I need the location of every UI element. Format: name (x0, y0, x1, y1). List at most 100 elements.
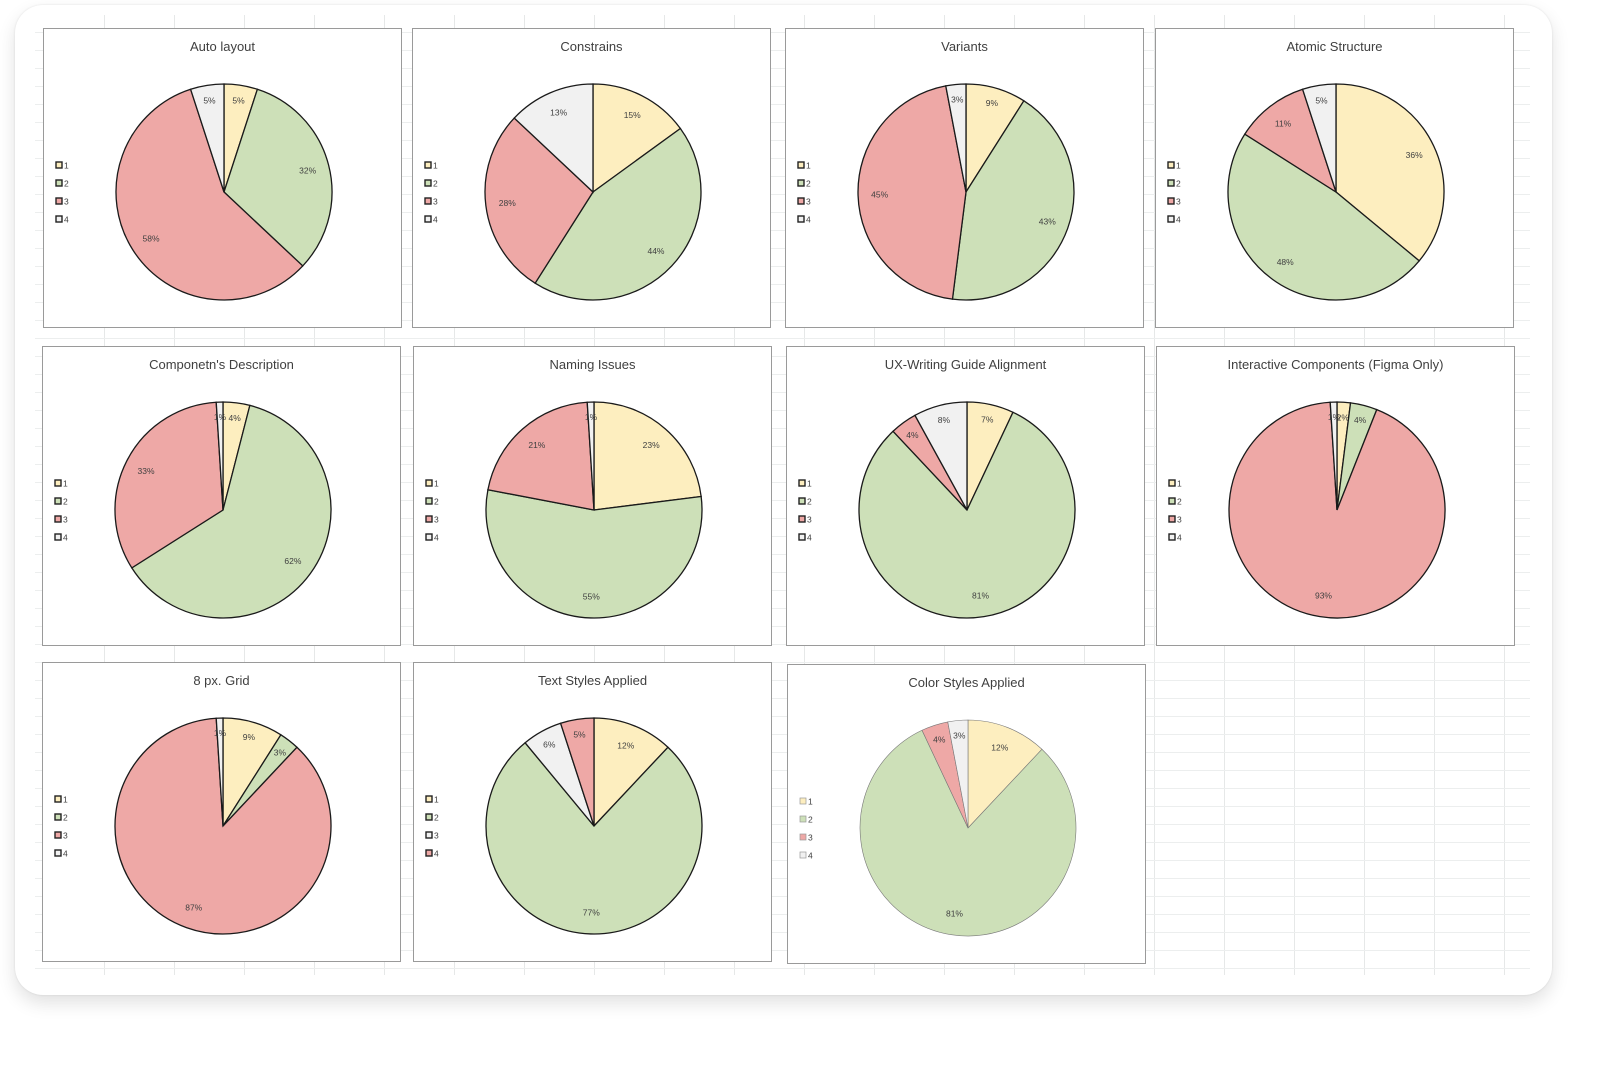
pie-slice-4[interactable] (215, 717, 224, 827)
pie-chart-11[interactable]: Color Styles Applied 12% 81% 4% 3% 1 2 3 4 (787, 664, 1146, 964)
chart-title: 8 px. Grid (193, 673, 250, 688)
pie-slice-2[interactable] (130, 404, 332, 619)
chart-title: Atomic Structure (1286, 39, 1383, 54)
pie-slice-3[interactable] (1228, 401, 1446, 619)
legend-swatch-1 (798, 479, 806, 487)
pie-slice-1[interactable] (592, 83, 682, 194)
slice-data-label: 1% (214, 728, 227, 738)
pie-chart-5[interactable]: Componetn's Description 4% 62% 33% 1% 1 2 3 4 (42, 346, 401, 646)
pie-slice-4[interactable] (947, 719, 969, 829)
legend-label: 4 (434, 533, 439, 543)
chart-title: Naming Issues (549, 357, 636, 372)
pie-chart-6[interactable]: Naming Issues 23% 55% 21% 1% 1 2 3 4 (413, 346, 772, 646)
legend-label: 2 (806, 179, 811, 189)
slice-data-label: 12% (991, 743, 1008, 753)
pie-slice-3[interactable] (1243, 88, 1338, 194)
slice-data-label: 5% (232, 95, 245, 105)
pie-slice-3[interactable] (114, 717, 332, 935)
legend-swatch-1 (425, 795, 433, 803)
slice-data-label: 77% (583, 907, 600, 917)
pie-slice-2[interactable] (859, 729, 1077, 937)
pie-slice-2[interactable] (485, 741, 703, 935)
pie-slice-2[interactable] (534, 127, 702, 301)
pie-slice-4[interactable] (914, 401, 968, 511)
pie-slice-4[interactable] (586, 401, 595, 511)
pie-svg: 23% 55% 21% 1% 1 2 3 4 (425, 401, 703, 619)
pie-slice-2[interactable] (485, 489, 703, 619)
legend-label: 1 (433, 161, 438, 171)
legend-swatch-1 (1167, 161, 1175, 169)
pie-svg: 2% 4% 93% 1% 1 2 3 4 (1168, 401, 1446, 619)
slice-data-label: 5% (203, 95, 216, 105)
legend-label: 2 (434, 813, 439, 823)
pie-slice-4[interactable] (215, 401, 224, 511)
pie-slice-1[interactable] (593, 401, 702, 511)
pie-slice-2[interactable] (951, 99, 1075, 301)
pie-slice-3[interactable] (857, 85, 967, 300)
chart-title: Variants (941, 39, 988, 54)
legend-label: 2 (64, 179, 69, 189)
pie-chart-7[interactable]: UX-Writing Guide Alignment 7% 81% 4% 8% 1 2 3 4 (786, 346, 1145, 646)
legend-swatch-4 (54, 849, 62, 857)
pie-slice-2[interactable] (1227, 133, 1421, 301)
legend-swatch-3 (425, 831, 433, 839)
legend-label: 2 (1176, 179, 1181, 189)
legend-label: 4 (434, 849, 439, 859)
slice-data-label: 11% (1275, 119, 1292, 129)
pie-slice-4[interactable] (1329, 401, 1338, 511)
pie-chart-4[interactable]: Atomic Structure 36% 48% 11% 5% 1 2 3 4 (1155, 28, 1514, 328)
pie-svg: 12% 81% 4% 3% 1 2 3 4 (799, 719, 1077, 937)
legend-label: 1 (63, 795, 68, 805)
slice-data-label: 6% (543, 740, 556, 750)
legend-label: 4 (807, 533, 812, 543)
pie-slice-4[interactable] (559, 717, 595, 827)
slice-data-label: 12% (617, 741, 634, 751)
legend-label: 3 (434, 515, 439, 525)
pie-slice-4[interactable] (189, 83, 225, 193)
slice-data-label: 5% (1315, 95, 1328, 105)
pie-svg: 12% 77% 6% 5% 1 2 3 4 (425, 717, 703, 935)
pie-slice-1[interactable] (593, 717, 669, 828)
pie-svg: 7% 81% 4% 8% 1 2 3 4 (798, 401, 1076, 619)
pie-slice-3[interactable] (484, 117, 594, 285)
pie-slice-3[interactable] (114, 401, 224, 569)
legend-swatch-3 (1167, 197, 1175, 205)
pie-chart-8[interactable]: Interactive Components (Figma Only) 2% 4% 9… (1156, 346, 1515, 646)
pie-slice-1[interactable] (967, 719, 1043, 829)
legend-label: 3 (433, 197, 438, 207)
slice-data-label: 4% (228, 413, 241, 423)
legend-swatch-3 (54, 515, 62, 523)
pie-slice-3[interactable] (115, 88, 304, 301)
pie-svg: 9% 3% 87% 1% 1 2 3 4 (54, 717, 332, 935)
slice-data-label: 5% (573, 729, 586, 739)
pie-chart-2[interactable]: Constrains 15% 44% 28% 13% 1 2 3 4 (412, 28, 771, 328)
pie-slice-2[interactable] (223, 88, 333, 267)
pie-slice-4[interactable] (513, 83, 594, 194)
pie-slice-1[interactable] (1335, 83, 1445, 262)
legend-swatch-1 (424, 161, 432, 169)
chart-title: Text Styles Applied (537, 673, 648, 688)
pie-chart-9[interactable]: 8 px. Grid 9% 3% 87% 1% 1 2 3 4 (42, 662, 401, 962)
legend-swatch-1 (55, 161, 63, 169)
slice-data-label: 4% (906, 430, 919, 440)
slice-data-label: 1% (214, 412, 227, 422)
slice-data-label: 1% (585, 412, 598, 422)
legend-swatch-4 (799, 851, 807, 859)
pie-slice-4[interactable] (945, 83, 967, 193)
pie-chart-3[interactable]: Variants 9% 43% 45% 3% 1 2 3 4 (785, 28, 1144, 328)
legend-label: 3 (64, 197, 69, 207)
legend-swatch-4 (424, 215, 432, 223)
pie-slice-2[interactable] (858, 411, 1076, 619)
slice-data-label: 33% (138, 466, 155, 476)
legend-swatch-3 (54, 831, 62, 839)
slice-data-label: 3% (953, 731, 966, 741)
pie-chart-1[interactable]: Auto layout 5% 32% 58% 5% 1 2 3 4 (43, 28, 402, 328)
legend-label: 4 (63, 533, 68, 543)
pie-slice-4[interactable] (1301, 83, 1337, 193)
slice-data-label: 7% (981, 414, 994, 424)
pie-slice-3[interactable] (487, 401, 595, 511)
pie-chart-10[interactable]: Text Styles Applied 12% 77% 6% 5% 1 2 3 4 (413, 662, 772, 962)
legend-swatch-2 (55, 179, 63, 187)
legend-swatch-4 (55, 215, 63, 223)
legend-label: 1 (808, 797, 813, 807)
